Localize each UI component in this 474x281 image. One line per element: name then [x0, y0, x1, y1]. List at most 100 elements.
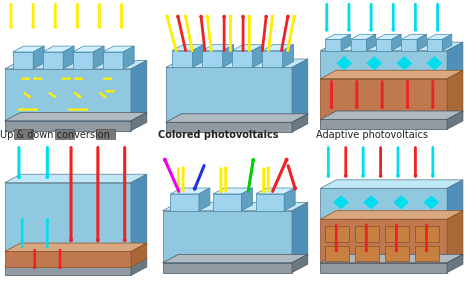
Polygon shape — [63, 46, 74, 69]
Polygon shape — [131, 60, 147, 122]
Polygon shape — [213, 188, 253, 194]
Polygon shape — [320, 70, 463, 79]
Polygon shape — [417, 34, 427, 51]
Text: Up & down conversion: Up & down conversion — [0, 130, 110, 140]
Polygon shape — [262, 45, 293, 51]
Polygon shape — [213, 194, 241, 211]
Polygon shape — [363, 195, 379, 209]
Polygon shape — [232, 51, 253, 67]
Polygon shape — [423, 195, 439, 209]
Polygon shape — [13, 52, 33, 69]
Polygon shape — [43, 52, 63, 69]
Polygon shape — [166, 122, 292, 132]
Polygon shape — [350, 39, 366, 51]
Polygon shape — [131, 174, 147, 253]
Polygon shape — [284, 188, 295, 211]
Polygon shape — [320, 51, 447, 79]
Polygon shape — [320, 111, 463, 119]
Bar — [325, 226, 349, 242]
Polygon shape — [73, 52, 93, 69]
Polygon shape — [131, 257, 147, 275]
Polygon shape — [262, 51, 283, 67]
Polygon shape — [232, 45, 264, 51]
Polygon shape — [131, 243, 147, 267]
Polygon shape — [202, 51, 223, 67]
Bar — [385, 226, 409, 242]
Polygon shape — [427, 34, 452, 39]
Bar — [415, 226, 439, 242]
Polygon shape — [376, 34, 401, 39]
Polygon shape — [163, 254, 308, 263]
Polygon shape — [163, 202, 308, 211]
Polygon shape — [172, 45, 204, 51]
Polygon shape — [333, 195, 349, 209]
Polygon shape — [320, 42, 463, 51]
Polygon shape — [320, 180, 463, 188]
Polygon shape — [447, 254, 463, 273]
Polygon shape — [73, 46, 104, 52]
Bar — [55, 129, 74, 139]
Polygon shape — [447, 211, 463, 264]
Polygon shape — [320, 119, 447, 129]
Polygon shape — [223, 45, 234, 67]
Polygon shape — [253, 45, 264, 67]
Polygon shape — [376, 39, 392, 51]
Polygon shape — [341, 34, 350, 51]
Polygon shape — [447, 180, 463, 219]
Polygon shape — [163, 263, 292, 273]
Polygon shape — [13, 46, 44, 52]
Polygon shape — [131, 112, 147, 131]
Polygon shape — [401, 39, 417, 51]
Polygon shape — [401, 34, 427, 39]
Polygon shape — [166, 67, 292, 124]
Polygon shape — [320, 211, 463, 219]
Bar — [14, 129, 33, 139]
Polygon shape — [102, 52, 123, 69]
Polygon shape — [255, 188, 295, 194]
Polygon shape — [427, 39, 442, 51]
Polygon shape — [320, 254, 463, 263]
Text: Adaptive photovoltaics: Adaptive photovoltaics — [316, 130, 428, 140]
Bar — [385, 246, 409, 261]
Polygon shape — [5, 121, 131, 131]
Polygon shape — [5, 69, 131, 122]
Polygon shape — [43, 46, 74, 52]
Text: Colored photovoltaics: Colored photovoltaics — [158, 130, 278, 140]
Polygon shape — [366, 34, 376, 51]
Polygon shape — [5, 257, 147, 266]
Polygon shape — [325, 39, 341, 51]
Polygon shape — [166, 114, 308, 122]
Polygon shape — [292, 59, 308, 124]
Polygon shape — [166, 59, 308, 67]
Polygon shape — [123, 46, 134, 69]
Polygon shape — [5, 251, 131, 267]
Polygon shape — [163, 211, 292, 264]
Polygon shape — [447, 70, 463, 121]
Polygon shape — [292, 254, 308, 273]
Bar — [96, 129, 115, 139]
Bar — [356, 226, 379, 242]
Bar — [415, 246, 439, 261]
Polygon shape — [292, 114, 308, 132]
Polygon shape — [202, 45, 234, 51]
Polygon shape — [171, 188, 210, 194]
Polygon shape — [350, 34, 376, 39]
Polygon shape — [320, 263, 447, 273]
Polygon shape — [192, 45, 204, 67]
Polygon shape — [93, 46, 104, 69]
Polygon shape — [336, 56, 352, 70]
Polygon shape — [392, 34, 401, 51]
Polygon shape — [5, 243, 147, 251]
Polygon shape — [320, 188, 447, 219]
Polygon shape — [447, 111, 463, 129]
Polygon shape — [366, 56, 382, 70]
Polygon shape — [447, 42, 463, 79]
Polygon shape — [172, 51, 192, 67]
Polygon shape — [5, 183, 131, 253]
Polygon shape — [5, 266, 131, 275]
Polygon shape — [5, 60, 147, 69]
Polygon shape — [396, 56, 412, 70]
Polygon shape — [393, 195, 409, 209]
Polygon shape — [171, 194, 199, 211]
Polygon shape — [199, 188, 210, 211]
